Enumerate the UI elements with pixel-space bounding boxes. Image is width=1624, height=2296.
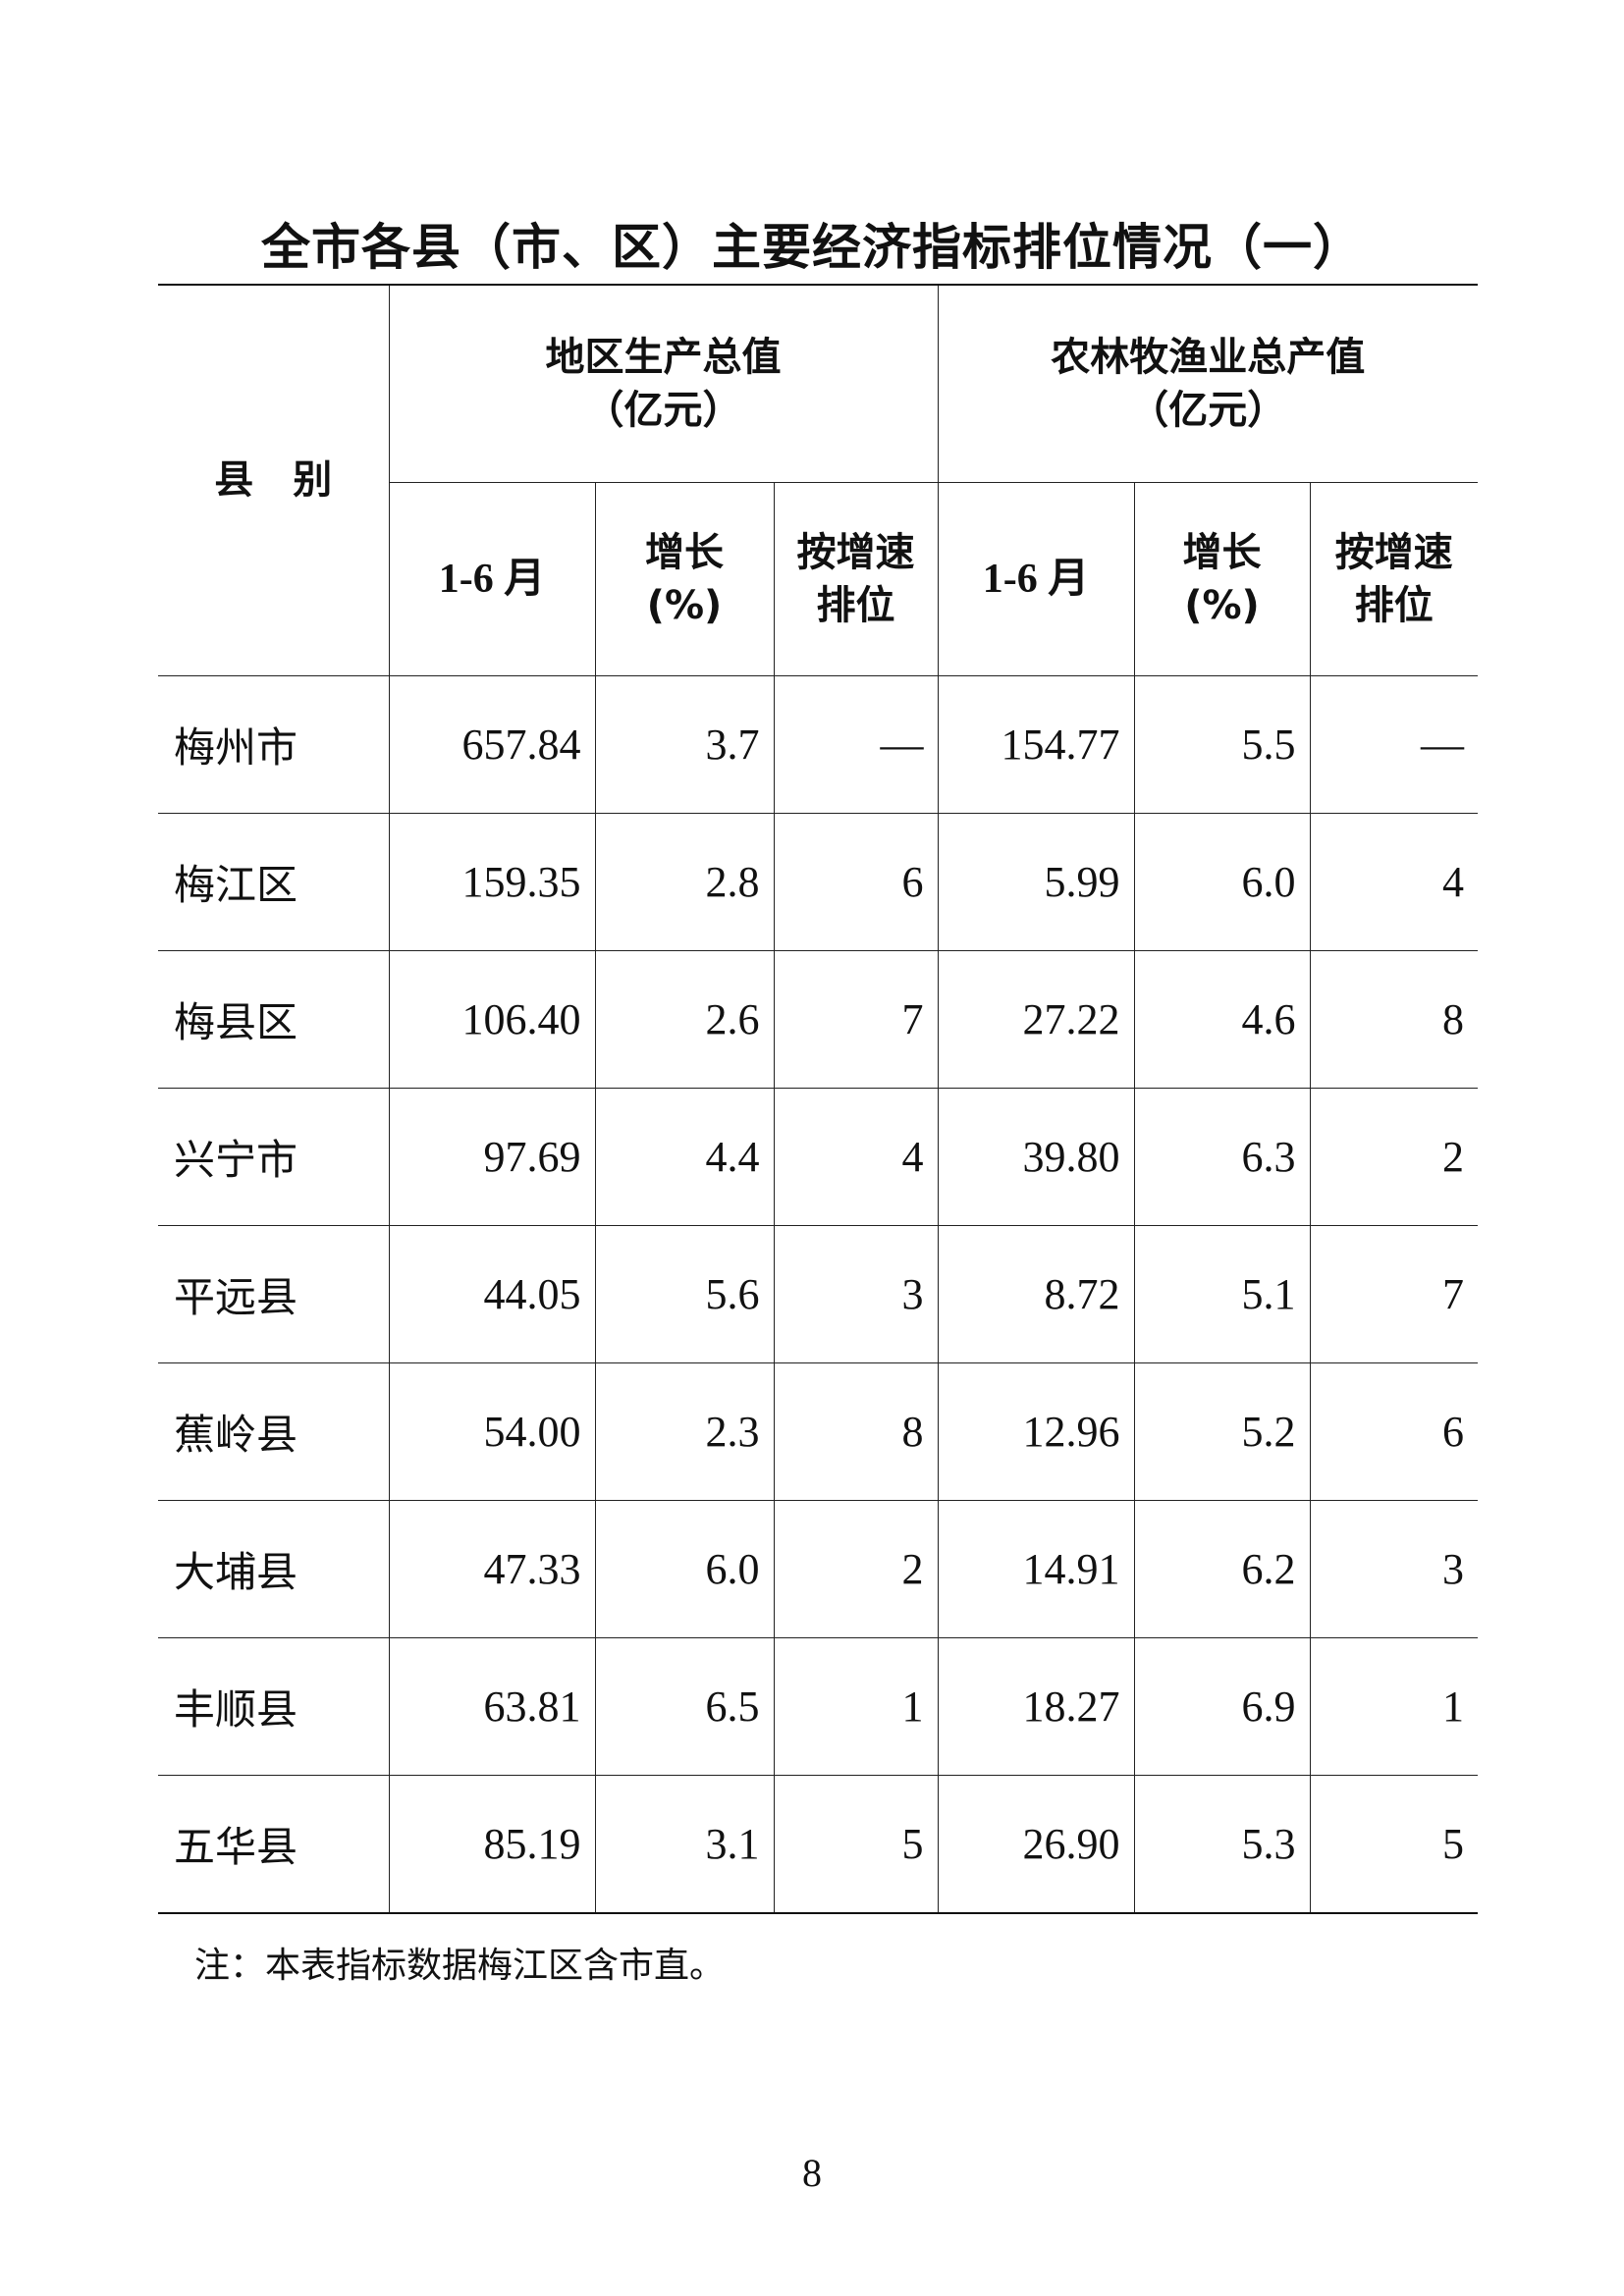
table-row: 蕉岭县 54.00 2.3 8 12.96 5.2 6	[158, 1362, 1479, 1501]
gdp-growth-header: 增长 (%)	[594, 481, 775, 676]
growth-unit: (%)	[1184, 582, 1260, 628]
gdp-period-header: 1-6 月	[389, 481, 596, 676]
agri-growth: 4.6	[1133, 949, 1311, 1089]
county-name: 五华县	[158, 1774, 390, 1914]
agri-value: 26.90	[937, 1774, 1135, 1914]
gdp-rank: 7	[773, 949, 939, 1089]
county-name: 梅县区	[158, 949, 390, 1089]
county-name: 丰顺县	[158, 1636, 390, 1776]
agri-growth: 6.3	[1133, 1087, 1311, 1226]
gdp-rank-header: 按增速 排位	[773, 481, 939, 676]
agri-rank: 3	[1309, 1499, 1479, 1638]
table-row: 兴宁市 97.69 4.4 4 39.80 6.3 2	[158, 1087, 1479, 1226]
agri-growth: 6.9	[1133, 1636, 1311, 1776]
gdp-value: 54.00	[388, 1362, 596, 1501]
agri-period-header: 1-6 月	[937, 481, 1135, 676]
gdp-value: 657.84	[388, 674, 596, 814]
gdp-header: 地区生产总值 （亿元）	[388, 284, 939, 483]
county-header: 县 别	[158, 284, 390, 676]
gdp-value: 159.35	[388, 812, 596, 951]
page-number: 8	[802, 2151, 822, 2195]
agri-growth: 5.3	[1133, 1774, 1311, 1914]
county-name: 梅州市	[158, 674, 390, 814]
agri-rank-header: 按增速 排位	[1309, 481, 1479, 676]
gdp-rank: 4	[773, 1087, 939, 1226]
gdp-growth: 6.0	[594, 1499, 775, 1638]
table-row: 平远县 44.05 5.6 3 8.72 5.1 7	[158, 1224, 1479, 1363]
gdp-rank: 1	[773, 1636, 939, 1776]
gdp-value: 47.33	[388, 1499, 596, 1638]
rank-label: 按增速	[1334, 529, 1453, 575]
economic-indicators-table: 县 别 地区生产总值 （亿元） 农林牧渔业总产值 （亿元） 1-6 月 增长 (%) …	[158, 284, 1479, 1914]
gdp-rank: —	[773, 674, 939, 814]
county-name: 大埔县	[158, 1499, 390, 1638]
gdp-value: 44.05	[388, 1224, 596, 1363]
agri-growth: 5.5	[1133, 674, 1311, 814]
table-row: 梅县区 106.40 2.6 7 27.22 4.6 8	[158, 949, 1479, 1089]
agri-growth: 6.0	[1133, 812, 1311, 951]
agri-value: 27.22	[937, 949, 1135, 1089]
agri-value: 154.77	[937, 674, 1135, 814]
agri-rank: 7	[1309, 1224, 1479, 1363]
page-title: 全市各县（市、区）主要经济指标排位情况（一）	[261, 219, 1363, 276]
gdp-value: 85.19	[388, 1774, 596, 1914]
gdp-growth: 6.5	[594, 1636, 775, 1776]
agri-growth: 6.2	[1133, 1499, 1311, 1638]
gdp-rank: 2	[773, 1499, 939, 1638]
agri-value: 14.91	[937, 1499, 1135, 1638]
agri-growth: 5.1	[1133, 1224, 1311, 1363]
agri-rank: 2	[1309, 1087, 1479, 1226]
agri-rank: 1	[1309, 1636, 1479, 1776]
rank-label: 按增速	[796, 529, 915, 575]
gdp-growth: 2.8	[594, 812, 775, 951]
gdp-growth: 2.6	[594, 949, 775, 1089]
growth-label: 增长	[645, 529, 724, 575]
agri-growth-header: 增长 (%)	[1133, 481, 1311, 676]
agri-rank: 5	[1309, 1774, 1479, 1914]
gdp-value: 106.40	[388, 949, 596, 1089]
agri-rank: 4	[1309, 812, 1479, 951]
growth-unit: (%)	[646, 582, 723, 628]
table-row: 梅州市 657.84 3.7—154.77 5.5—	[158, 674, 1479, 814]
agri-value: 12.96	[937, 1362, 1135, 1501]
table-row: 五华县 85.19 3.1 5 26.90 5.3 5	[158, 1774, 1479, 1914]
gdp-header-unit: （亿元）	[584, 387, 742, 433]
table-row: 丰顺县 63.81 6.5 1 18.27 6.9 1	[158, 1636, 1479, 1776]
agri-rank: —	[1309, 674, 1479, 814]
county-name: 兴宁市	[158, 1087, 390, 1226]
agri-rank: 6	[1309, 1362, 1479, 1501]
agri-header-unit: （亿元）	[1129, 387, 1287, 433]
table-row: 梅江区 159.35 2.8 6 5.99 6.0 4	[158, 812, 1479, 951]
gdp-growth: 4.4	[594, 1087, 775, 1226]
gdp-growth: 5.6	[594, 1224, 775, 1363]
gdp-value: 97.69	[388, 1087, 596, 1226]
agri-header-label: 农林牧渔业总产值	[1051, 334, 1366, 380]
gdp-growth: 2.3	[594, 1362, 775, 1501]
agri-rank: 8	[1309, 949, 1479, 1089]
agri-value: 39.80	[937, 1087, 1135, 1226]
gdp-rank: 5	[773, 1774, 939, 1914]
gdp-growth: 3.1	[594, 1774, 775, 1914]
gdp-header-label: 地区生产总值	[545, 334, 782, 380]
county-name: 蕉岭县	[158, 1362, 390, 1501]
agri-value: 8.72	[937, 1224, 1135, 1363]
growth-label: 增长	[1182, 529, 1262, 575]
gdp-rank: 6	[773, 812, 939, 951]
gdp-value: 63.81	[388, 1636, 596, 1776]
agri-value: 5.99	[937, 812, 1135, 951]
rank-label-2: 排位	[816, 582, 895, 628]
gdp-rank: 8	[773, 1362, 939, 1501]
agri-header: 农林牧渔业总产值 （亿元）	[937, 284, 1479, 483]
agri-value: 18.27	[937, 1636, 1135, 1776]
gdp-growth: 3.7	[594, 674, 775, 814]
gdp-rank: 3	[773, 1224, 939, 1363]
agri-growth: 5.2	[1133, 1362, 1311, 1501]
county-name: 平远县	[158, 1224, 390, 1363]
table-note: 注：本表指标数据梅江区含市直。	[194, 1946, 726, 1986]
county-name: 梅江区	[158, 812, 390, 951]
rank-label-2: 排位	[1354, 582, 1434, 628]
table-row: 大埔县 47.33 6.0 2 14.91 6.2 3	[158, 1499, 1479, 1638]
